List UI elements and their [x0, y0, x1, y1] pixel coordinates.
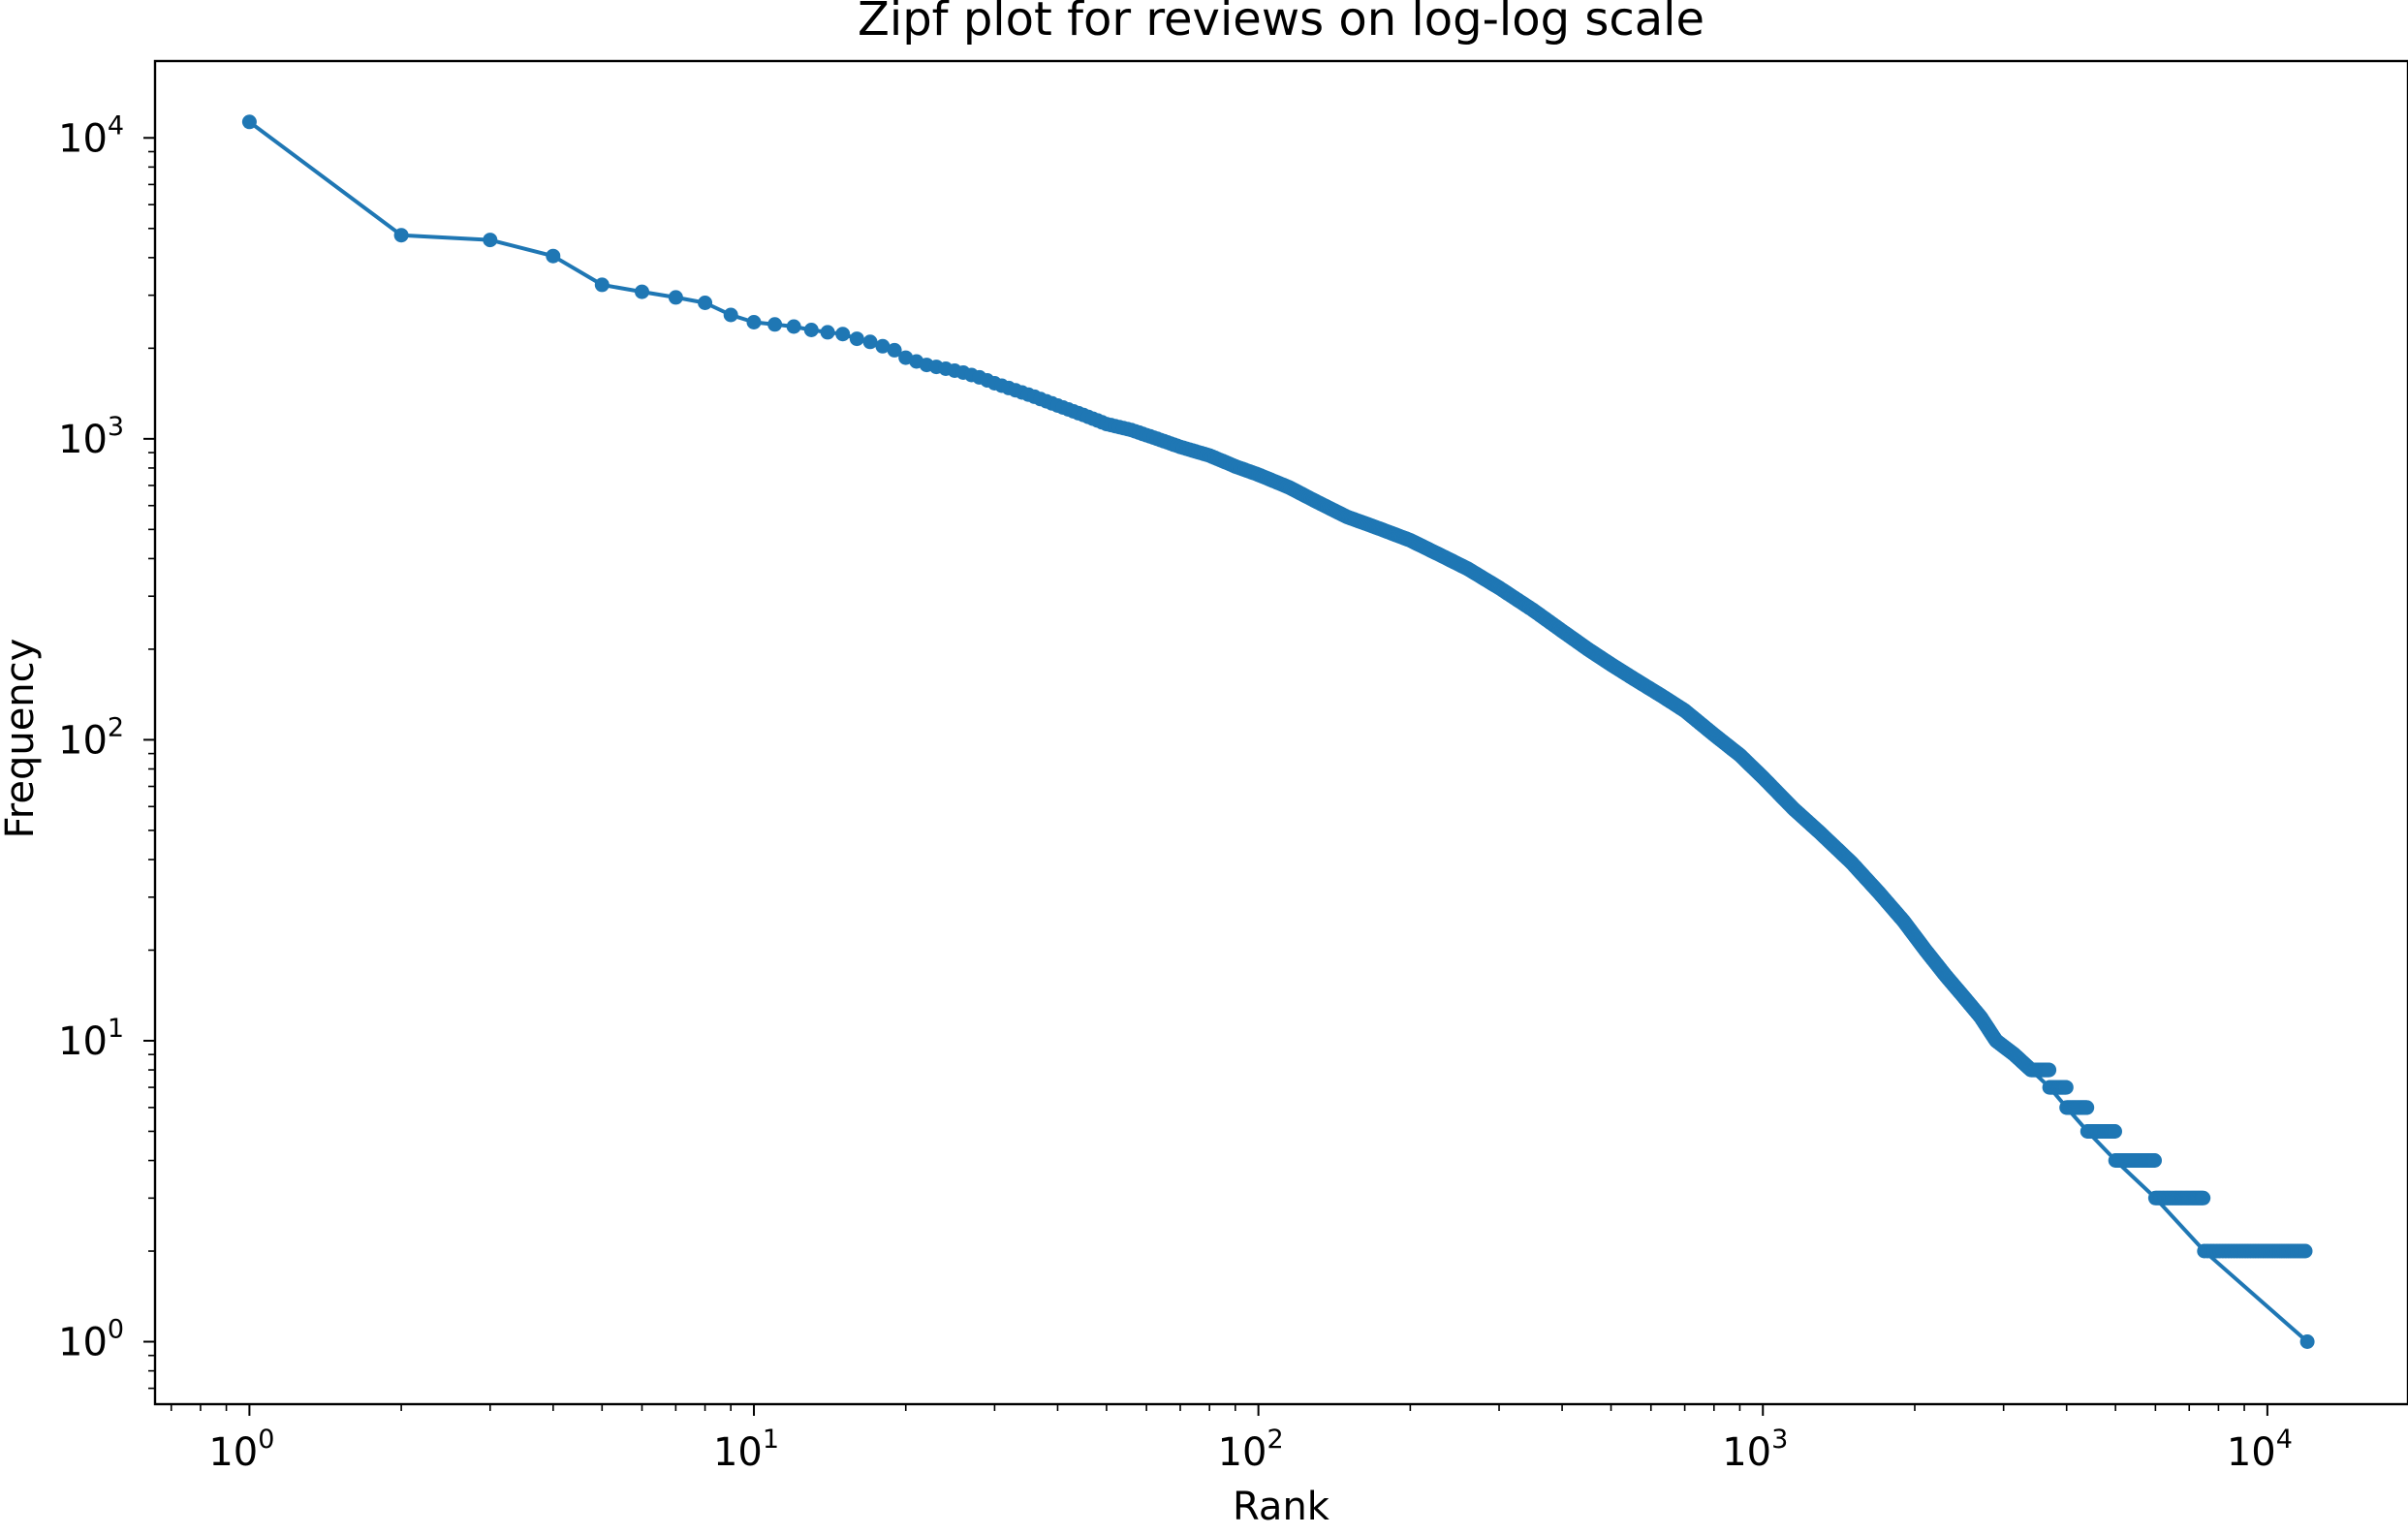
x-tick-label-exponent: 1	[763, 1425, 779, 1455]
x-tick-label-base: 10	[1722, 1430, 1771, 1475]
x-tick-label-exponent: 0	[258, 1425, 274, 1455]
y-tick-label-exponent: 3	[108, 412, 124, 442]
data-point	[483, 233, 498, 248]
data-point	[803, 323, 819, 337]
data-point	[786, 319, 801, 334]
y-tick-label-base: 10	[58, 418, 108, 462]
data-point	[546, 248, 561, 264]
data-point	[849, 331, 864, 347]
data-point	[668, 290, 683, 305]
x-tick-label: 103	[1722, 1425, 1788, 1475]
x-axis-label: Rank	[1233, 1485, 1330, 1529]
data-point	[875, 338, 891, 354]
y-tick-label-exponent: 2	[108, 712, 124, 742]
data-point	[2108, 1124, 2122, 1139]
data-point	[835, 327, 851, 342]
y-tick-label: 101	[58, 1014, 124, 1064]
data-point	[2147, 1153, 2162, 1168]
x-tick-label-base: 10	[208, 1430, 258, 1475]
x-tick-label-base: 10	[2227, 1430, 2276, 1475]
chart-title: Zipf plot for reviews on log-log scale	[858, 0, 1704, 47]
y-tick-label-base: 10	[58, 116, 108, 161]
data-point	[862, 334, 878, 350]
plot-frame	[153, 59, 2408, 1406]
data-point	[2299, 1334, 2315, 1349]
y-axis-label: Frequency	[0, 639, 43, 839]
data-point	[2042, 1062, 2057, 1078]
data-point	[887, 342, 902, 358]
y-tick-label: 104	[58, 110, 124, 161]
data-series	[241, 114, 2315, 1349]
y-tick-label-exponent: 4	[108, 110, 124, 141]
data-point	[723, 307, 738, 323]
y-tick-label-exponent: 1	[108, 1014, 124, 1044]
data-point	[635, 284, 649, 299]
y-tick-label: 100	[58, 1315, 124, 1365]
y-tick-label: 103	[58, 412, 124, 462]
data-point	[2298, 1243, 2313, 1259]
x-tick-label: 102	[1218, 1425, 1284, 1475]
y-tick-label-base: 10	[58, 718, 108, 763]
x-tick-label: 101	[713, 1425, 779, 1475]
y-tick-label-base: 10	[58, 1019, 108, 1064]
data-point	[594, 277, 610, 293]
data-point	[2058, 1080, 2074, 1095]
x-tick-label-exponent: 2	[1267, 1425, 1283, 1455]
data-point	[2080, 1100, 2095, 1115]
y-tick-label-base: 10	[58, 1321, 108, 1365]
x-tick-label: 100	[208, 1425, 274, 1475]
x-tick-label-exponent: 4	[2276, 1425, 2293, 1455]
x-tick-label: 104	[2227, 1425, 2293, 1475]
y-tick-label: 102	[58, 712, 124, 763]
x-tick-label-exponent: 3	[1771, 1425, 1788, 1455]
data-point	[820, 325, 835, 340]
data-point	[767, 317, 783, 332]
x-tick-label-base: 10	[1218, 1430, 1267, 1475]
y-tick-label-exponent: 0	[108, 1315, 124, 1345]
data-point	[241, 114, 257, 130]
data-point	[746, 315, 762, 329]
x-tick-label-base: 10	[713, 1430, 763, 1475]
data-point	[698, 296, 713, 310]
data-point	[393, 228, 409, 243]
data-point	[2196, 1190, 2211, 1206]
